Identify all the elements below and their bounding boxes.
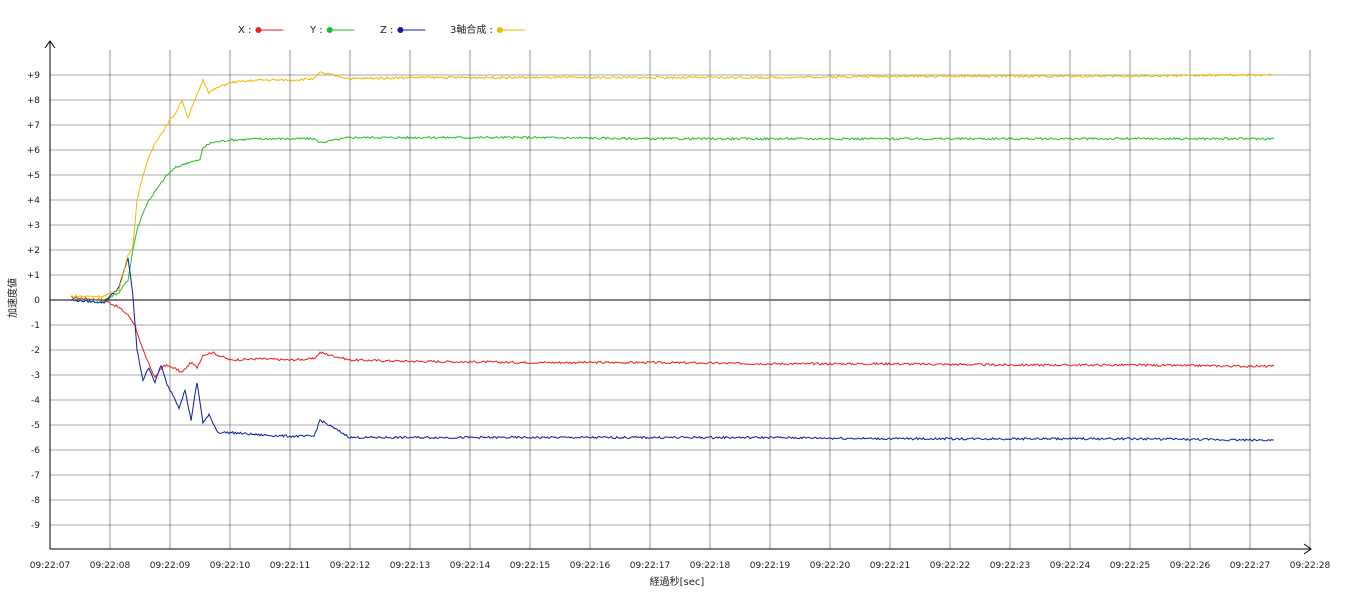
y-tick-label: +7 <box>27 121 40 131</box>
axes <box>44 40 1312 555</box>
y-tick-label: +9 <box>27 71 41 81</box>
x-tick-label: 09:22:07 <box>30 561 70 571</box>
legend-swatch-dot <box>255 27 262 33</box>
grid-lines <box>50 50 1311 549</box>
y-tick-label: +5 <box>27 171 40 181</box>
series-line-0 <box>70 296 1275 379</box>
x-tick-label: 09:22:22 <box>930 561 970 571</box>
y-tick-label: +4 <box>27 196 41 206</box>
x-axis-title: 経過秒[sec] <box>650 575 705 588</box>
series-line-2 <box>70 257 1274 442</box>
y-tick-label: -2 <box>31 346 40 356</box>
x-tick-label: 09:22:18 <box>690 561 731 571</box>
y-tick-label: +8 <box>27 96 41 106</box>
x-tick-label: 09:22:24 <box>1050 561 1091 571</box>
y-tick-label: -3 <box>31 371 40 381</box>
y-tick-label: +6 <box>27 146 41 156</box>
x-tick-label: 09:22:20 <box>810 561 851 571</box>
x-tick-label: 09:22:26 <box>1170 561 1211 571</box>
x-tick-label: 09:22:15 <box>510 561 550 571</box>
x-tick-label: 09:22:10 <box>210 561 251 571</box>
x-tick-label: 09:22:08 <box>90 561 131 571</box>
y-tick-label: -1 <box>31 321 40 331</box>
x-tick-label: 09:22:16 <box>570 561 611 571</box>
y-tick-label: -7 <box>31 471 40 481</box>
x-axis-arrow <box>1303 543 1312 555</box>
legend-label: Z : <box>380 25 393 36</box>
y-tick-label: -4 <box>31 396 40 406</box>
legend: X : Y : Z : 3軸合成 : <box>238 23 525 36</box>
x-tick-label: 09:22:11 <box>270 561 310 571</box>
x-tick-label: 09:22:21 <box>870 561 910 571</box>
series-lines <box>70 71 1275 442</box>
x-tick-label: 09:22:17 <box>630 561 670 571</box>
y-tick-label: -5 <box>31 421 40 431</box>
x-tick-label: 09:22:27 <box>1230 561 1270 571</box>
legend-swatch-dot <box>326 27 333 33</box>
x-tick-label: 09:22:12 <box>330 561 370 571</box>
x-tick-label: 09:22:28 <box>1290 561 1331 571</box>
y-tick-label: -9 <box>31 521 40 531</box>
y-tick-label: +2 <box>27 246 40 256</box>
y-tick-labels: +9 +8 +7 +6 +5 +4 +3 +2 +1 0 -1 -2 -3 -4 -5 -6 -7 -8 -9 <box>27 71 41 531</box>
x-tick-label: 09:22:25 <box>1110 561 1150 571</box>
x-tick-label: 09:22:09 <box>150 561 191 571</box>
x-tick-label: 09:22:13 <box>390 561 430 571</box>
legend-label: X : <box>238 25 251 36</box>
x-tick-labels: 09:22:07 09:22:08 09:22:09 09:22:10 09:22:11… <box>30 561 1331 571</box>
legend-label: Y : <box>309 25 323 36</box>
legend-label: 3軸合成 : <box>450 23 493 36</box>
x-tick-label: 09:22:23 <box>990 561 1030 571</box>
legend-swatch-dot <box>496 27 503 33</box>
x-tick-label: 09:22:14 <box>450 561 491 571</box>
y-tick-label: +1 <box>27 271 40 281</box>
y-axis-title: 加速度値 <box>6 278 19 318</box>
series-line-1 <box>70 135 1275 302</box>
y-tick-label: -8 <box>31 496 40 506</box>
series-line-3 <box>70 71 1275 299</box>
legend-swatch-dot <box>397 27 404 33</box>
x-tick-label: 09:22:19 <box>750 561 791 571</box>
y-tick-label: 0 <box>34 296 40 306</box>
y-axis-arrow <box>44 40 56 49</box>
y-tick-label: -6 <box>31 446 40 456</box>
y-tick-label: +3 <box>27 221 40 231</box>
